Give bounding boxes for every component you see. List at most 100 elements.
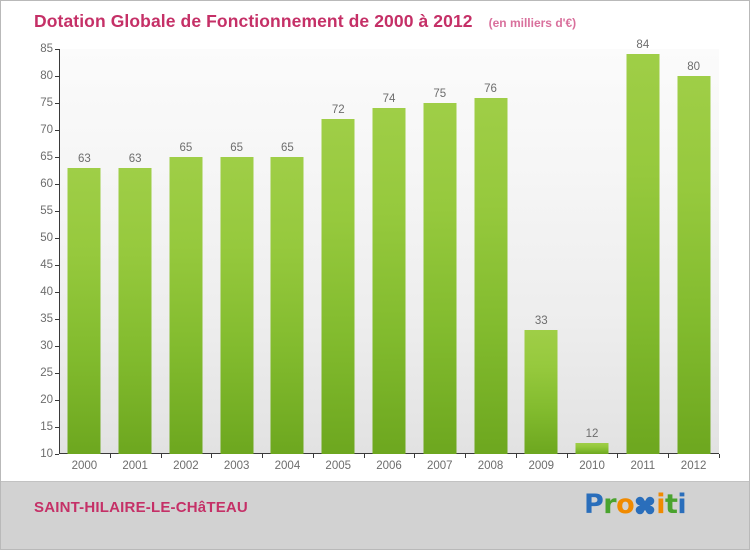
bar-group: 74 2006	[364, 49, 416, 472]
bar-group: 75 2007	[414, 49, 467, 472]
x-axis-tick	[262, 454, 264, 458]
y-axis-tick	[55, 130, 59, 131]
y-axis-tick	[55, 373, 59, 374]
y-axis-label: 75	[40, 97, 53, 109]
bar[interactable]	[372, 108, 406, 454]
bar[interactable]	[67, 167, 101, 454]
bar[interactable]	[626, 54, 660, 454]
bar-value-label: 74	[382, 93, 396, 106]
y-axis-label: 65	[40, 151, 53, 163]
x-axis-tick	[668, 454, 670, 458]
x-axis-tick	[617, 454, 619, 458]
x-axis-label: 2007	[426, 460, 453, 472]
x-axis-tick	[465, 454, 467, 458]
bar-value-label: 76	[484, 82, 497, 95]
x-axis-tick	[414, 454, 416, 458]
bar-group: 63 2000	[59, 49, 111, 472]
y-axis-tick	[55, 76, 59, 77]
bar[interactable]	[321, 119, 355, 454]
y-axis-label: 15	[40, 421, 53, 433]
y-axis-tick	[55, 400, 59, 401]
bar[interactable]	[423, 103, 457, 454]
bar[interactable]	[524, 329, 558, 454]
y-axis-tick	[55, 319, 59, 320]
bar-value-label: 65	[281, 142, 294, 154]
y-axis-label: 80	[40, 70, 53, 82]
y-axis-label: 30	[40, 340, 53, 352]
bar-group: 33 2009	[516, 49, 568, 472]
bar[interactable]	[474, 97, 508, 454]
bar-value-label: 80	[687, 61, 700, 73]
bar-value-label: 63	[128, 152, 142, 165]
x-axis-label: 2008	[477, 460, 504, 472]
y-axis-tick	[55, 211, 59, 212]
bars-layer: 63 2000 63 2001 65 2002 65 2003 65 2004 72 2005 74 20…	[59, 39, 720, 472]
y-axis-label: 70	[40, 124, 53, 136]
y-axis-tick	[55, 184, 59, 185]
page-title: Dotation Globale de Fonctionnement de 20…	[34, 10, 473, 31]
x-axis-tick	[515, 454, 517, 458]
x-axis-label: 2000	[71, 460, 98, 472]
y-axis-label: 10	[40, 448, 53, 460]
y-axis-label: 60	[40, 178, 53, 190]
bar-group: 65 2004	[262, 49, 314, 472]
logo-letter-r: r	[603, 489, 617, 520]
bar-group: 80 2012	[668, 49, 720, 472]
x-axis-tick	[211, 454, 213, 458]
y-axis-label: 85	[40, 43, 53, 55]
y-axis-label: 40	[40, 286, 53, 298]
y-axis-tick	[55, 157, 59, 158]
y-axis-tick	[55, 346, 59, 347]
bar-group: 65 2003	[211, 49, 264, 472]
bar[interactable]	[118, 167, 152, 454]
logo-text-pro: P	[584, 490, 604, 520]
y-axis-label: 25	[40, 367, 53, 379]
bar-group: 65 2002	[161, 49, 213, 472]
y-axis-label: 50	[40, 232, 53, 244]
y-axis-label: 45	[40, 259, 53, 271]
x-axis-tick	[109, 454, 111, 458]
y-axis-label: 55	[40, 205, 53, 217]
y-axis-tick	[55, 265, 59, 266]
y-axis-tick	[55, 292, 59, 293]
y-axis-tick	[55, 427, 59, 428]
plot-area: 10 15 20 25 30 35 40 45 50 55 60 65 70 75 80 85 63 2000 6…	[40, 39, 720, 472]
chart-header: Dotation Globale de Fonctionnement de 20…	[1, 1, 749, 41]
logo-letter-i: i	[656, 489, 665, 520]
bar[interactable]	[169, 157, 203, 454]
x-axis-label: 2001	[122, 460, 148, 472]
x-axis-tick	[160, 454, 162, 458]
bar[interactable]	[270, 157, 304, 454]
logo-letter-t: t	[664, 489, 678, 520]
x-axis-tick	[363, 454, 365, 458]
bar-group: 72 2005	[313, 49, 365, 472]
logo-letter-i2: i	[677, 489, 687, 520]
proxiti-logo[interactable]: Pro iti	[584, 489, 687, 520]
bar[interactable]	[575, 443, 609, 454]
x-axis-label: 2010	[579, 460, 605, 472]
logo-letter-o: o	[616, 489, 635, 520]
bar-value-label: 75	[433, 88, 447, 100]
bar-value-label: 84	[636, 39, 650, 52]
footer-bar: SAINT-HILAIRE-LE-CHâTEAU Pro iti	[1, 481, 749, 549]
bar-value-label: 65	[179, 142, 193, 154]
y-axis-label: 20	[40, 394, 53, 406]
x-flower-icon	[635, 496, 655, 515]
commune-label: SAINT-HILAIRE-LE-CHâTEAU	[34, 499, 248, 516]
bar-value-label: 12	[585, 428, 599, 441]
y-axis-tick	[55, 238, 59, 239]
chart-subtitle: (en milliers d'€)	[488, 15, 577, 30]
bar[interactable]	[677, 76, 711, 454]
x-axis-label: 2012	[680, 460, 707, 472]
y-axis-label: 35	[40, 313, 53, 325]
y-axis-tick	[55, 454, 59, 455]
x-axis-tick	[718, 454, 720, 458]
x-axis-tick	[312, 454, 314, 458]
bar[interactable]	[220, 157, 254, 454]
bar-value-label: 33	[534, 314, 548, 327]
x-axis-label: 2004	[274, 460, 301, 472]
x-axis-label: 2002	[173, 460, 199, 472]
bar-value-label: 72	[331, 104, 345, 117]
bar-group: 84 2011	[617, 39, 670, 472]
